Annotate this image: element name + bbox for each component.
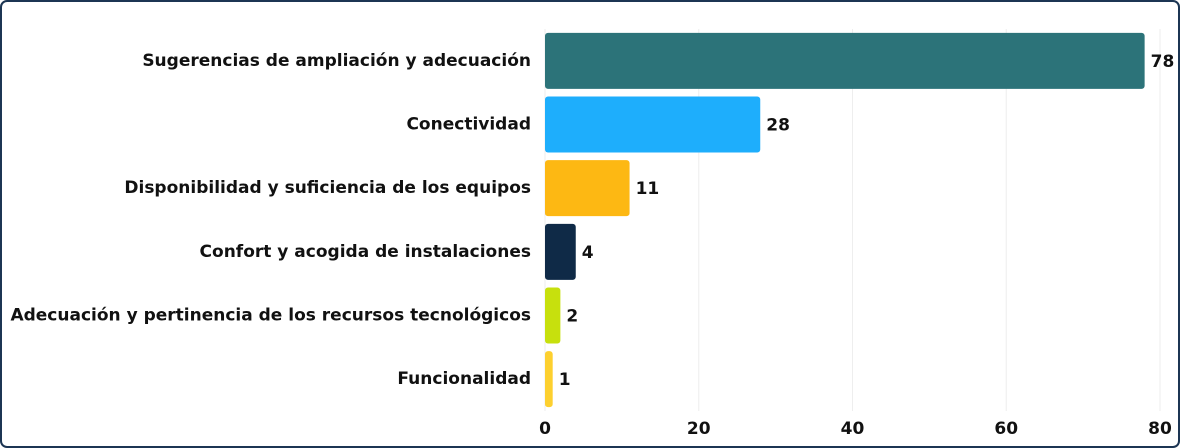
y-tick-label: Confort y acogida de instalaciones: [200, 242, 531, 262]
bar: [545, 287, 561, 344]
y-tick-label: Conectividad: [406, 115, 531, 135]
bar: [545, 96, 761, 153]
x-tick-label: 20: [687, 419, 711, 439]
data-label: 1: [559, 370, 571, 390]
data-label: 28: [766, 116, 790, 136]
bar: [545, 223, 576, 280]
bar: [545, 351, 553, 408]
x-tick-label: 60: [994, 419, 1018, 439]
y-tick-label: Funcionalidad: [397, 369, 531, 389]
data-label: 4: [582, 243, 594, 263]
y-tick-label: Adecuación y pertinencia de los recursos…: [10, 306, 531, 326]
y-tick-label: Disponibilidad y suficiencia de los equi…: [124, 178, 531, 198]
y-tick-label: Sugerencias de ampliación y adecuación: [142, 51, 531, 71]
data-label: 2: [566, 307, 578, 327]
x-tick-label: 0: [539, 419, 551, 439]
x-tick-label: 80: [1148, 419, 1172, 439]
data-label: 11: [636, 179, 660, 199]
data-label: 78: [1151, 52, 1175, 72]
bar: [545, 32, 1145, 89]
bar: [545, 160, 630, 217]
x-tick-label: 40: [841, 419, 865, 439]
